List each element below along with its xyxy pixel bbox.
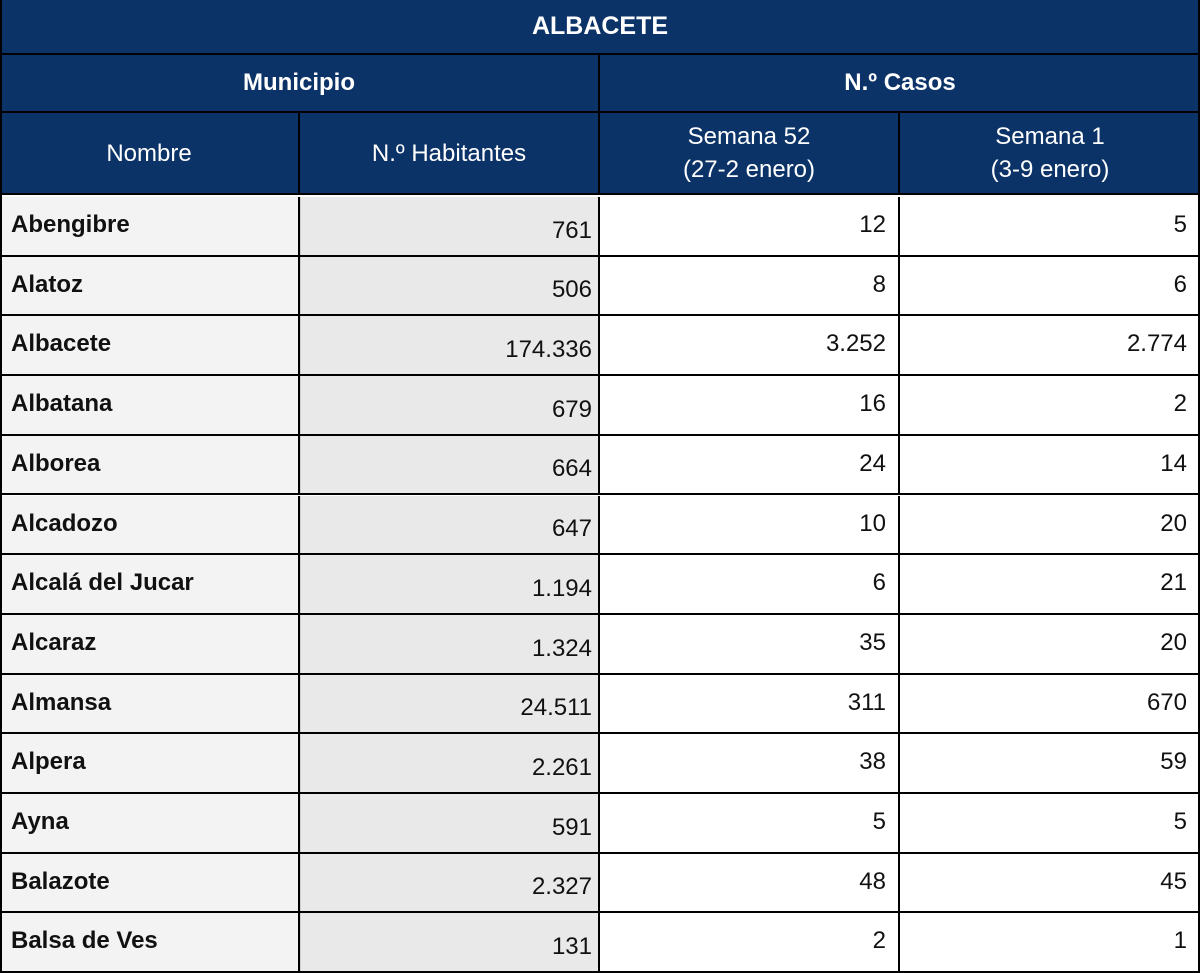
column-header-semana1: Semana 1 (3-9 enero) [900,113,1200,193]
cell-semana52: 35 [600,614,900,673]
cell-habitantes: 1.324 [300,614,600,673]
cell-nombre: Albacete [0,316,300,375]
column-header-semana52: Semana 52 (27-2 enero) [600,113,900,193]
table-row: Almansa 24.511 311 670 [0,674,1200,735]
cell-semana52: 16 [600,376,900,434]
column-header-semana1-line1: Semana 1 [995,123,1105,150]
cell-nombre: Alcaraz [0,614,300,673]
table-row: Abengibre 761 12 5 [0,197,1200,257]
cell-nombre: Abengibre [0,197,300,255]
group-header-casos: N.º Casos [844,69,956,96]
cell-semana52: 3.252 [600,316,900,375]
cell-nombre: Balsa de Ves [0,913,300,972]
table-row: Alcalá del Jucar 1.194 6 21 [0,555,1200,615]
table-row: Albacete 174.336 3.252 2.774 [0,316,1200,377]
table-row: Alpera 2.261 38 59 [0,734,1200,794]
cell-semana1: 5 [900,794,1200,852]
column-header-semana52-line2: (27-2 enero) [682,156,816,183]
column-header-nombre: Nombre [0,113,300,193]
cell-nombre: Alborea [0,435,300,494]
cell-nombre: Almansa [0,674,300,733]
column-header-row: Nombre N.º Habitantes Semana 52 (27-2 en… [0,113,1200,195]
table-title: ALBACETE [531,12,669,40]
cell-semana1: 21 [900,555,1200,613]
cell-semana1: 670 [900,674,1200,733]
table-row: Alborea 664 24 14 [0,435,1200,496]
cell-habitantes: 131 [300,913,600,972]
cell-nombre: Alatoz [0,256,300,315]
column-header-habitantes-label: N.º Habitantes [371,139,527,167]
cell-semana52: 48 [600,853,900,912]
cell-semana1: 20 [900,495,1200,554]
column-header-nombre-label: Nombre [106,139,192,167]
cell-habitantes: 664 [300,435,600,494]
cell-habitantes: 24.511 [300,674,600,733]
cell-habitantes: 761 [300,197,600,255]
group-header-municipio: Municipio [0,55,600,111]
table-title-row: ALBACETE [0,0,1200,55]
table-row: Alcaraz 1.324 35 20 [0,614,1200,675]
cell-nombre: Alcadozo [0,495,300,554]
cell-semana52: 12 [600,197,900,255]
cell-semana52: 38 [600,734,900,792]
cell-semana52: 2 [600,913,900,972]
cell-semana1: 5 [900,197,1200,255]
cell-nombre: Ayna [0,794,300,852]
cell-habitantes: 2.327 [300,853,600,912]
table-row: Albatana 679 16 2 [0,376,1200,436]
cell-habitantes: 1.194 [300,555,600,613]
cell-semana1: 20 [900,614,1200,673]
table-row: Alatoz 506 8 6 [0,256,1200,317]
cell-habitantes: 174.336 [300,316,600,375]
table-row: Ayna 591 5 5 [0,794,1200,854]
cell-semana1: 6 [900,256,1200,315]
cell-habitantes: 2.261 [300,734,600,792]
cell-habitantes: 506 [300,256,600,315]
column-header-semana52-line1: Semana 52 [687,123,811,150]
column-header-habitantes: N.º Habitantes [300,113,600,193]
cell-semana52: 311 [600,674,900,733]
cell-semana1: 2 [900,376,1200,434]
cell-habitantes: 647 [300,495,600,554]
cell-semana52: 8 [600,256,900,315]
cell-semana52: 6 [600,555,900,613]
cell-semana52: 5 [600,794,900,852]
cell-semana1: 59 [900,734,1200,792]
cell-semana52: 24 [600,435,900,494]
table-row: Alcadozo 647 10 20 [0,495,1200,556]
cell-semana1: 2.774 [900,316,1200,375]
group-header-row: Municipio N.º Casos [0,55,1200,113]
cell-nombre: Alpera [0,734,300,792]
cell-semana1: 45 [900,853,1200,912]
column-header-semana1-line2: (3-9 enero) [990,156,1110,183]
cell-nombre: Balazote [0,853,300,912]
cell-habitantes: 679 [300,376,600,434]
cell-nombre: Alcalá del Jucar [0,555,300,613]
cell-nombre: Albatana [0,376,300,434]
cell-semana1: 14 [900,435,1200,494]
cell-semana52: 10 [600,495,900,554]
cell-habitantes: 591 [300,794,600,852]
table-row: Balazote 2.327 48 45 [0,853,1200,914]
table-row: Balsa de Ves 131 2 1 [0,913,1200,973]
cell-semana1: 1 [900,913,1200,972]
